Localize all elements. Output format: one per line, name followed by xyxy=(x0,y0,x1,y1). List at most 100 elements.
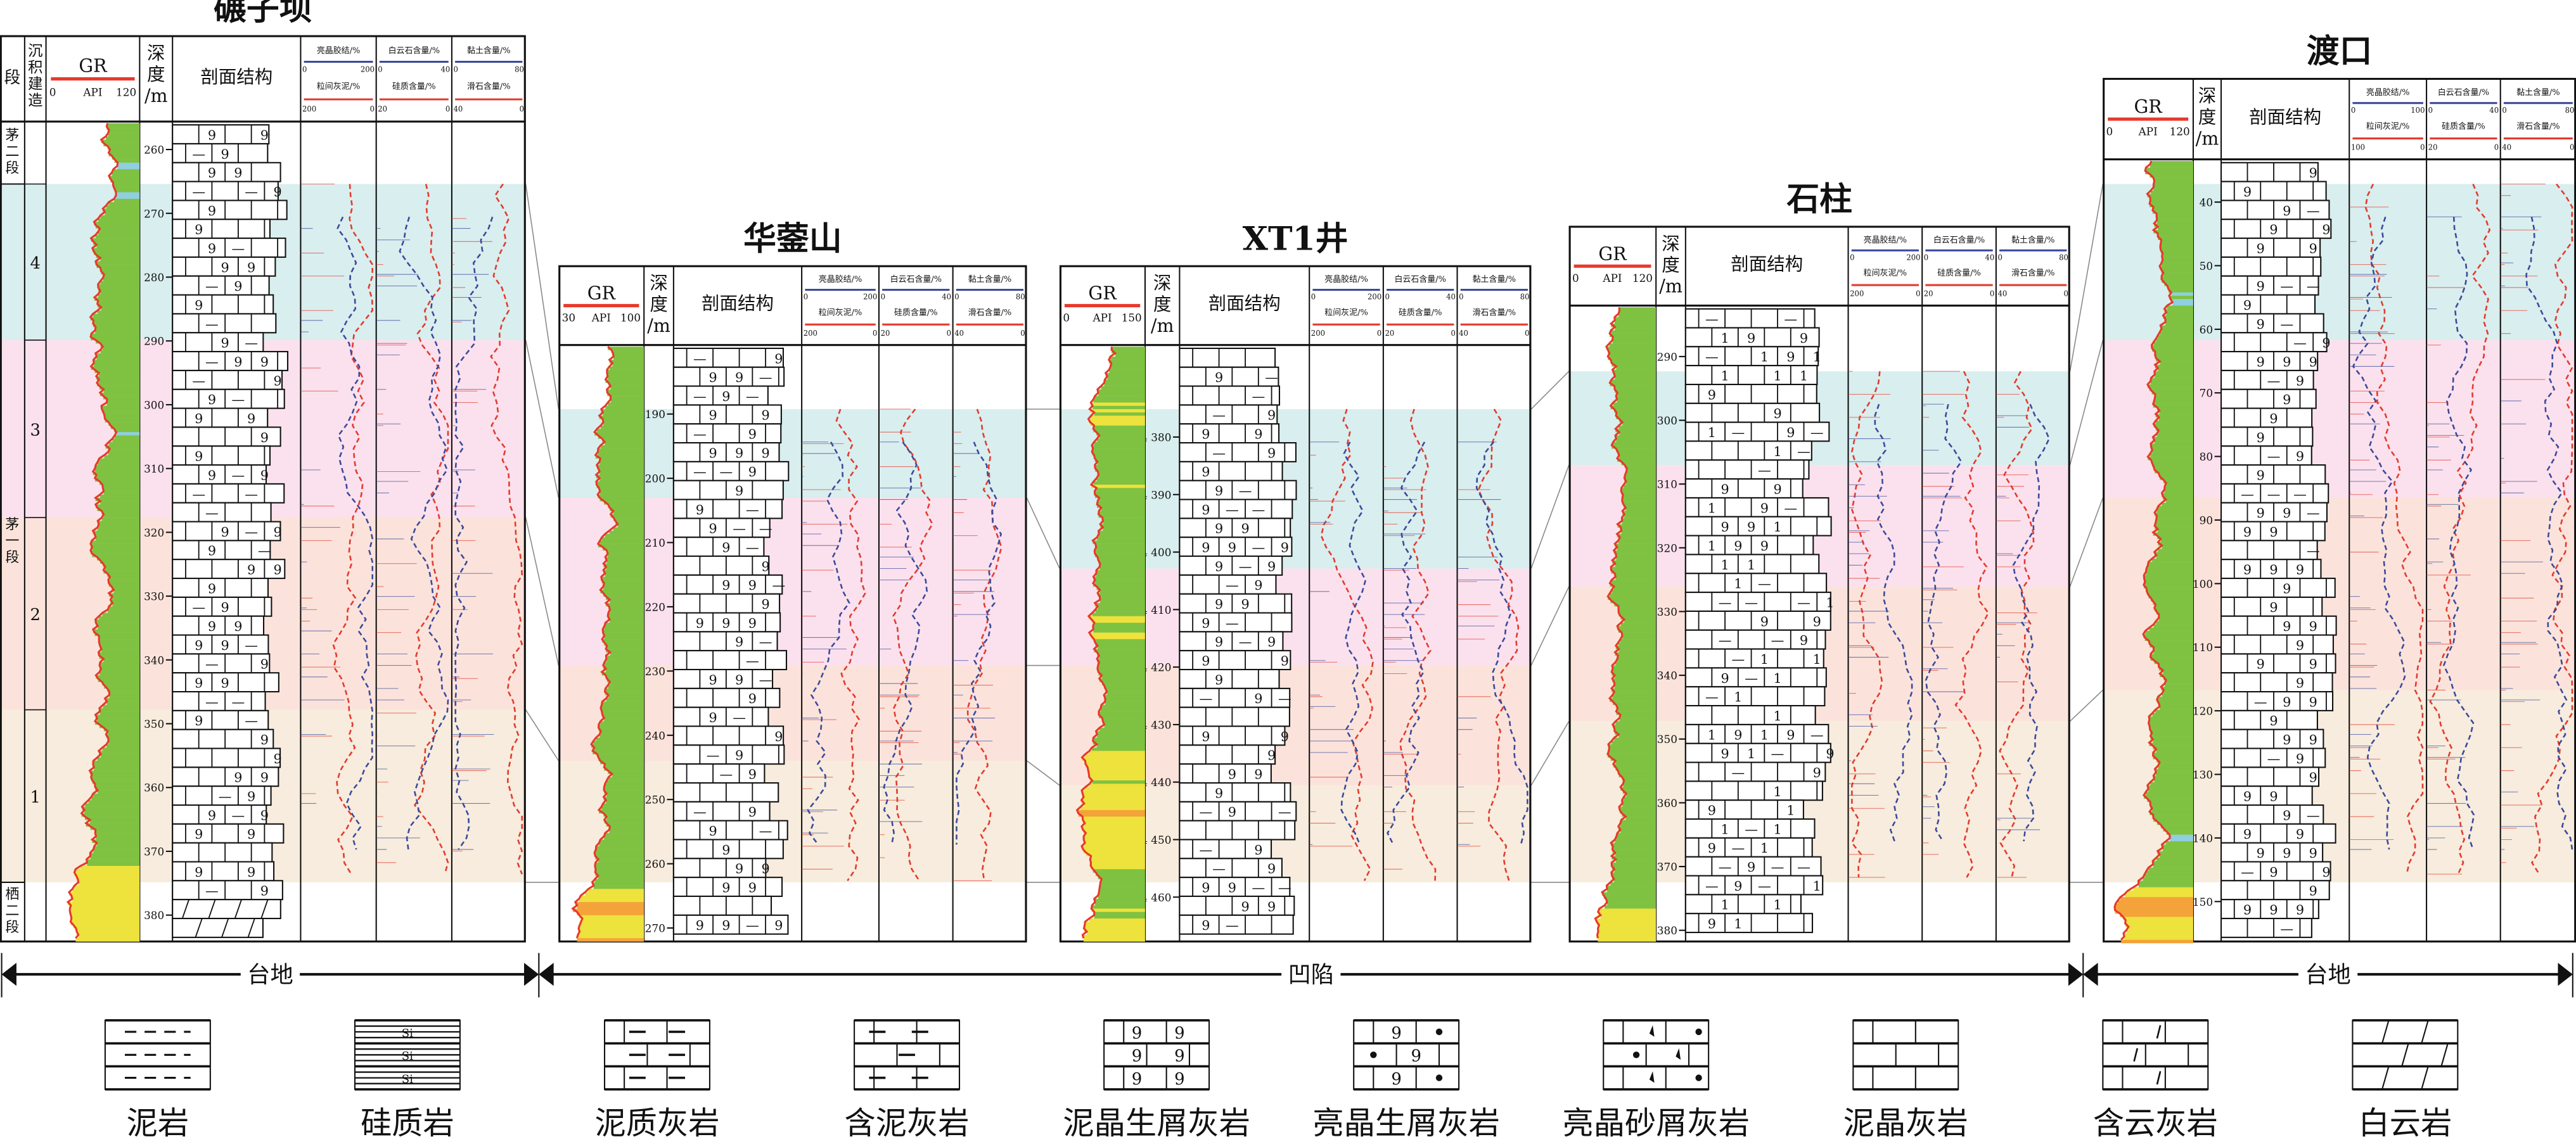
mud-symbol: — xyxy=(1705,690,1719,705)
lithology-bed xyxy=(2220,615,2337,636)
lithology-bed xyxy=(2220,804,2324,825)
gr-fill-band xyxy=(100,343,140,347)
gr-fill-band xyxy=(1096,570,1145,574)
gr-fill-band xyxy=(1613,701,1656,706)
gr-fill-band xyxy=(606,566,644,571)
gr-fill-band xyxy=(2125,920,2193,924)
lithology-bed xyxy=(1684,554,1820,575)
gr-fill-band xyxy=(1617,392,1656,397)
lithology-bed xyxy=(172,691,266,711)
gr-fill-band xyxy=(2147,194,2193,198)
track-top-max: 40 xyxy=(440,65,450,74)
gr-fill-band xyxy=(2155,604,2193,609)
facies-label: 凹陷 xyxy=(1288,961,1335,988)
analysis-tracks xyxy=(1309,409,1528,881)
dolomite-joint xyxy=(181,899,189,919)
gr-fill-band xyxy=(1611,570,1656,574)
bioclast-symbol: 9 xyxy=(260,467,269,483)
gr-fill-band xyxy=(1111,363,1145,367)
correlation-lines xyxy=(525,184,2104,883)
lithology-bed xyxy=(172,275,270,296)
gr-fill-band xyxy=(97,557,140,561)
gr-fill-band xyxy=(2156,338,2193,342)
gr-fill-band xyxy=(2154,607,2193,612)
gr-fill-band xyxy=(2152,450,2193,454)
track-top-max: 40 xyxy=(2489,106,2499,115)
gr-fill-band xyxy=(1098,593,1145,597)
mud-symbol: — xyxy=(693,427,707,442)
gr-fill-band xyxy=(2162,263,2193,267)
gr-fill-band xyxy=(2144,575,2193,579)
gr-fill-band xyxy=(1092,445,1145,449)
gr-fill-band xyxy=(2158,663,2193,668)
gr-fill-band xyxy=(1088,419,1145,422)
member-label: 茅 xyxy=(5,127,19,143)
gr-fill-band xyxy=(1618,773,1656,778)
dolomite-symbol: 1 xyxy=(1708,500,1716,516)
mud-symbol: — xyxy=(2307,543,2320,559)
gr-fill-band xyxy=(2156,220,2193,224)
gr-max: 150 xyxy=(1122,311,1142,324)
track-top-max: 80 xyxy=(2059,253,2068,262)
gr-fill-band xyxy=(605,784,644,787)
bioclast-symbol: 9 xyxy=(2283,581,2291,596)
gr-fill-band xyxy=(1612,875,1656,880)
gr-fill-band xyxy=(2154,400,2193,405)
bioclast-symbol: 9 xyxy=(2257,467,2265,483)
dolomite-symbol: 1 xyxy=(1721,557,1729,573)
gr-fill-band xyxy=(103,143,140,147)
bioclast-symbol: 9 xyxy=(735,672,743,687)
gr-fill-band xyxy=(2163,670,2193,674)
gr-fill-band xyxy=(1093,629,1145,633)
lithology-bed xyxy=(172,369,283,390)
bioclast-symbol: 9 xyxy=(1391,1070,1401,1089)
mud-symbol: — xyxy=(205,884,219,899)
dolomite-joint xyxy=(260,899,269,919)
gr-fill-band xyxy=(1610,757,1656,761)
bioclast-symbol: 9 xyxy=(761,408,769,423)
bioclast-symbol: 9 xyxy=(2296,449,2304,464)
track-bottom-max: 0 xyxy=(873,329,877,338)
gr-fill-band xyxy=(2150,782,2193,786)
track-top-label: 白云石含量/% xyxy=(890,274,942,284)
bioclast-symbol: 9 xyxy=(1201,502,1210,518)
gr-fill-band xyxy=(2156,555,2193,559)
depth-header: /m xyxy=(1659,276,1682,297)
gr-fill-band xyxy=(1084,836,1145,840)
gr-fill-band xyxy=(1091,908,1145,912)
gr-fill-band xyxy=(114,159,140,163)
gr-fill-band xyxy=(1096,744,1145,748)
gr-fill-band xyxy=(2162,253,2193,257)
gr-fill-band xyxy=(99,655,140,659)
gr-fill-band xyxy=(84,810,140,814)
gr-fill-band xyxy=(593,740,644,745)
gr-fill-band xyxy=(96,356,140,360)
gr-fill-band xyxy=(1094,580,1145,584)
sequence-header: 沉 xyxy=(28,42,42,60)
gr-fill-band xyxy=(99,671,140,676)
gr-fill-band xyxy=(1613,336,1656,341)
gr-fill-band xyxy=(1626,471,1656,475)
track-blue-curve xyxy=(956,441,1003,845)
depth-label: 320 xyxy=(144,526,164,539)
bioclast-symbol: 9 xyxy=(234,279,242,294)
gr-fill-band xyxy=(1082,846,1145,850)
lithology-bed xyxy=(2220,521,2326,542)
bioclast-symbol: 9 xyxy=(1773,406,1781,421)
bioclast-symbol: 9 xyxy=(208,581,216,596)
gr-fill-band xyxy=(1614,317,1656,321)
dolomite-symbol: 1 xyxy=(1721,898,1729,913)
gr-fill-band xyxy=(1099,590,1145,594)
correlation-line xyxy=(1530,586,1570,666)
gr-fill-band xyxy=(2156,858,2193,861)
lithology-bed xyxy=(672,725,785,746)
gr-fill-band xyxy=(2164,308,2193,313)
mud-symbol: — xyxy=(245,524,258,540)
bioclast-symbol: 9 xyxy=(1721,519,1729,535)
gr-fill-band xyxy=(1094,602,1145,607)
gr-fill-band xyxy=(2163,272,2193,277)
gr-fill-band xyxy=(108,737,140,742)
gr-fill-band xyxy=(1093,429,1145,433)
gr-fill-band xyxy=(1616,711,1656,715)
